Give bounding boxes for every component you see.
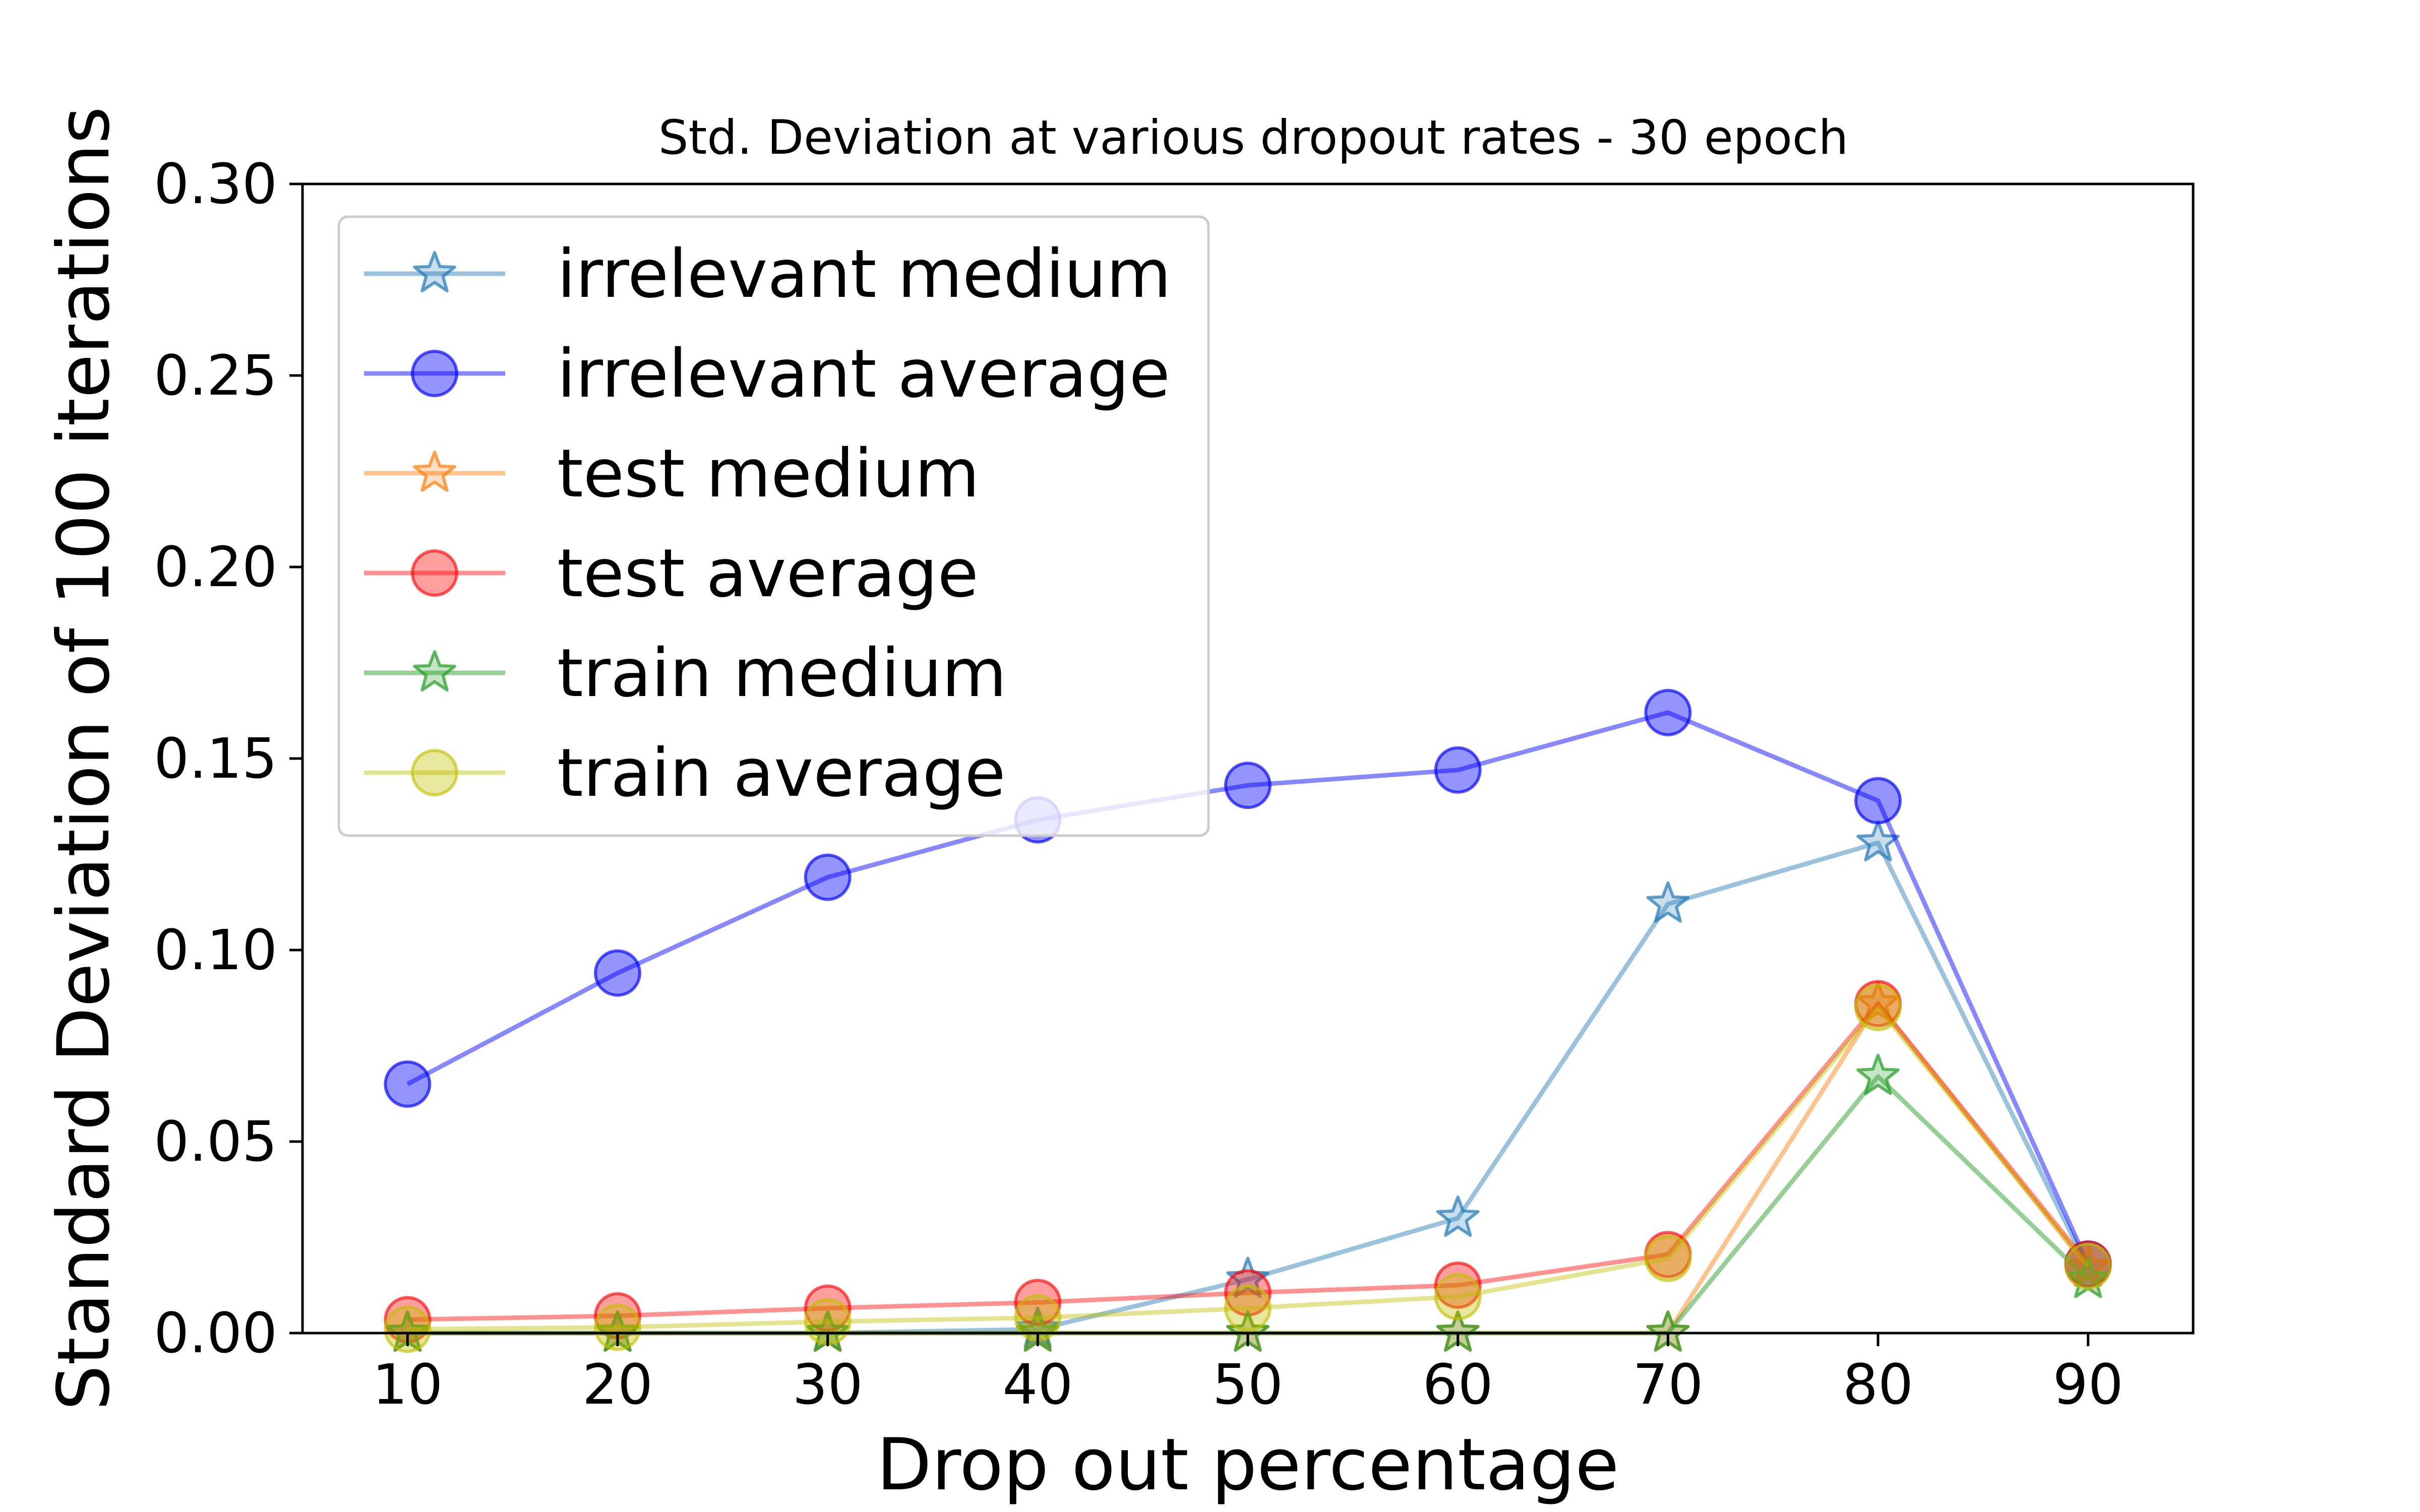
y-tick-label: 0.00 [154,1301,277,1365]
data-point [1224,1284,1272,1332]
data-point [1436,1195,1480,1237]
data-point [1014,1279,1062,1327]
y-tick-label: 0.05 [154,1109,277,1174]
data-point [1856,981,1900,1023]
data-point [594,949,641,997]
legend-label: irrelevant average [557,335,1170,413]
data-point [1434,1262,1482,1309]
x-tick-label: 20 [582,1352,653,1417]
data-point [2064,1242,2112,1290]
chart-title: Std. Deviation at various dropout rates … [658,110,1848,165]
legend-label: train medium [557,635,1007,712]
x-tick-label: 80 [1843,1352,1913,1417]
x-tick-label: 90 [2053,1352,2124,1417]
y-tick-label: 0.10 [154,918,277,982]
data-point [1434,746,1482,794]
y-tick-label: 0.25 [154,343,277,408]
data-point [1854,777,1902,825]
legend-item: test medium [364,435,980,513]
data-point [1854,984,1902,1031]
series-layer [384,688,2112,1353]
x-axis: 10 20 30 40 50 60 70 80 90 [372,1333,2124,1417]
y-tick-label: 0.15 [154,726,277,791]
legend-box [337,215,1210,837]
data-point [594,1303,641,1351]
legend-item: test average [364,535,979,612]
series-line [407,1001,2090,1322]
legend-label: train average [557,734,1006,812]
x-tick-label: 60 [1423,1352,1493,1417]
data-point [384,1060,432,1108]
x-tick-label: 50 [1213,1352,1283,1417]
x-tick-label: 70 [1632,1352,1703,1417]
data-point [1646,881,1690,923]
legend-swatch-marker [413,251,456,292]
y-tick-label: 0.20 [154,535,277,599]
legend-label: test average [557,535,979,612]
series-1 [384,688,2112,1288]
legend-item: train medium [364,635,1007,712]
legend-swatch-marker [411,549,458,597]
data-point [1644,1234,1692,1282]
x-axis-label: Drop out percentage [877,1423,1619,1506]
data-point [804,1284,852,1332]
legend-swatch-marker [413,451,456,492]
legend-item: irrelevant average [364,335,1170,413]
data-point [384,1305,432,1353]
legend-label: irrelevant medium [557,235,1171,313]
data-point [1856,1053,1900,1095]
series-line [407,1005,2090,1332]
x-tick-label: 10 [372,1352,443,1417]
legend-item: irrelevant medium [364,235,1171,313]
y-tick-label: 0.30 [154,152,277,216]
series-5 [384,984,2112,1353]
data-point [1644,688,1692,736]
legend-swatch-marker [411,350,458,397]
x-tick-label: 40 [1002,1352,1073,1417]
legend-item: train average [364,734,1006,812]
y-axis-label: Standard Deviation of 100 iterations [42,106,126,1411]
series-line [406,710,2090,1266]
legend-swatch-marker [411,749,458,796]
y-axis: 0.00 0.05 0.10 0.15 0.20 0.25 0.30 [154,152,302,1365]
data-point [1224,762,1272,809]
legend: irrelevant medium irrelevant average test … [337,215,1210,837]
x-tick-label: 30 [793,1352,863,1417]
data-point [1226,1256,1269,1298]
data-point [1856,820,1900,862]
data-point [804,853,852,901]
legend-swatch-marker [413,650,456,691]
data-point [1434,1273,1482,1320]
legend-label: test medium [557,435,980,513]
